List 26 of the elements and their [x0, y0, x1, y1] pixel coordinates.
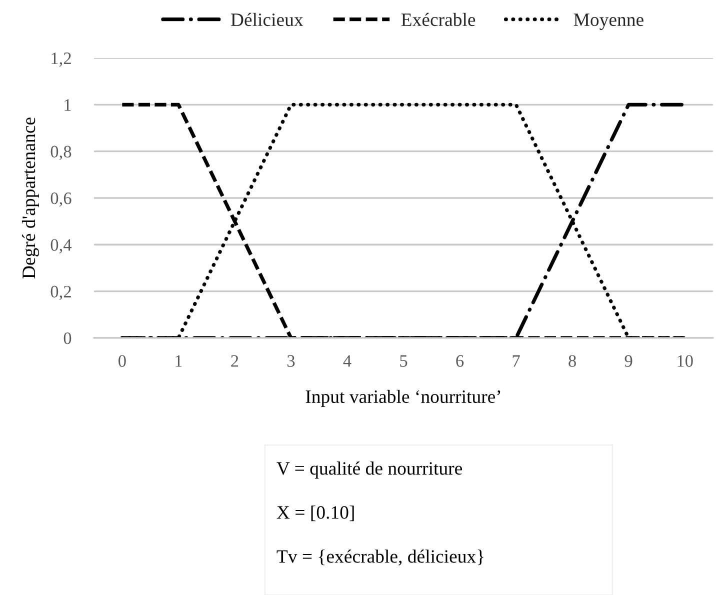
x-tick-label: 4: [343, 355, 352, 367]
y-tick-label: 1: [64, 99, 71, 111]
y-tick-label: 0,4: [50, 239, 72, 254]
x-tick-label: 6: [456, 355, 464, 367]
y-tick-label: 0,2: [50, 286, 71, 300]
x-tick-label: 2: [231, 355, 238, 367]
x-tick-label: 8: [568, 355, 576, 367]
y-axis-title: Degré d'appartenance: [22, 118, 40, 279]
x-tick-label: 10: [678, 355, 693, 367]
x-axis-title: Input variable ‘nourriture’: [306, 390, 500, 407]
text: V = qualité de nourriture: [276, 462, 462, 479]
y-tick-label: 1,2: [52, 52, 71, 67]
y-tick-label: 0,6: [50, 192, 72, 207]
x-tick-label: 7: [512, 355, 520, 367]
x-tick-label: 0: [118, 355, 126, 367]
legend-label: Exécrable: [401, 12, 476, 26]
x-tick-label: 1: [176, 355, 182, 367]
legend-label: Moyenne: [574, 14, 644, 30]
text: X = [0.10]: [276, 506, 354, 522]
y-tick-label: 0,8: [50, 146, 72, 160]
legend-label: Délicieux: [230, 12, 304, 26]
x-tick-label: 9: [624, 355, 632, 367]
x-tick-label: 5: [400, 355, 408, 367]
text: Tv = {exécrable, délicieux}: [276, 550, 484, 566]
y-tick-label: 0: [64, 332, 72, 344]
x-tick-label: 3: [287, 355, 295, 367]
